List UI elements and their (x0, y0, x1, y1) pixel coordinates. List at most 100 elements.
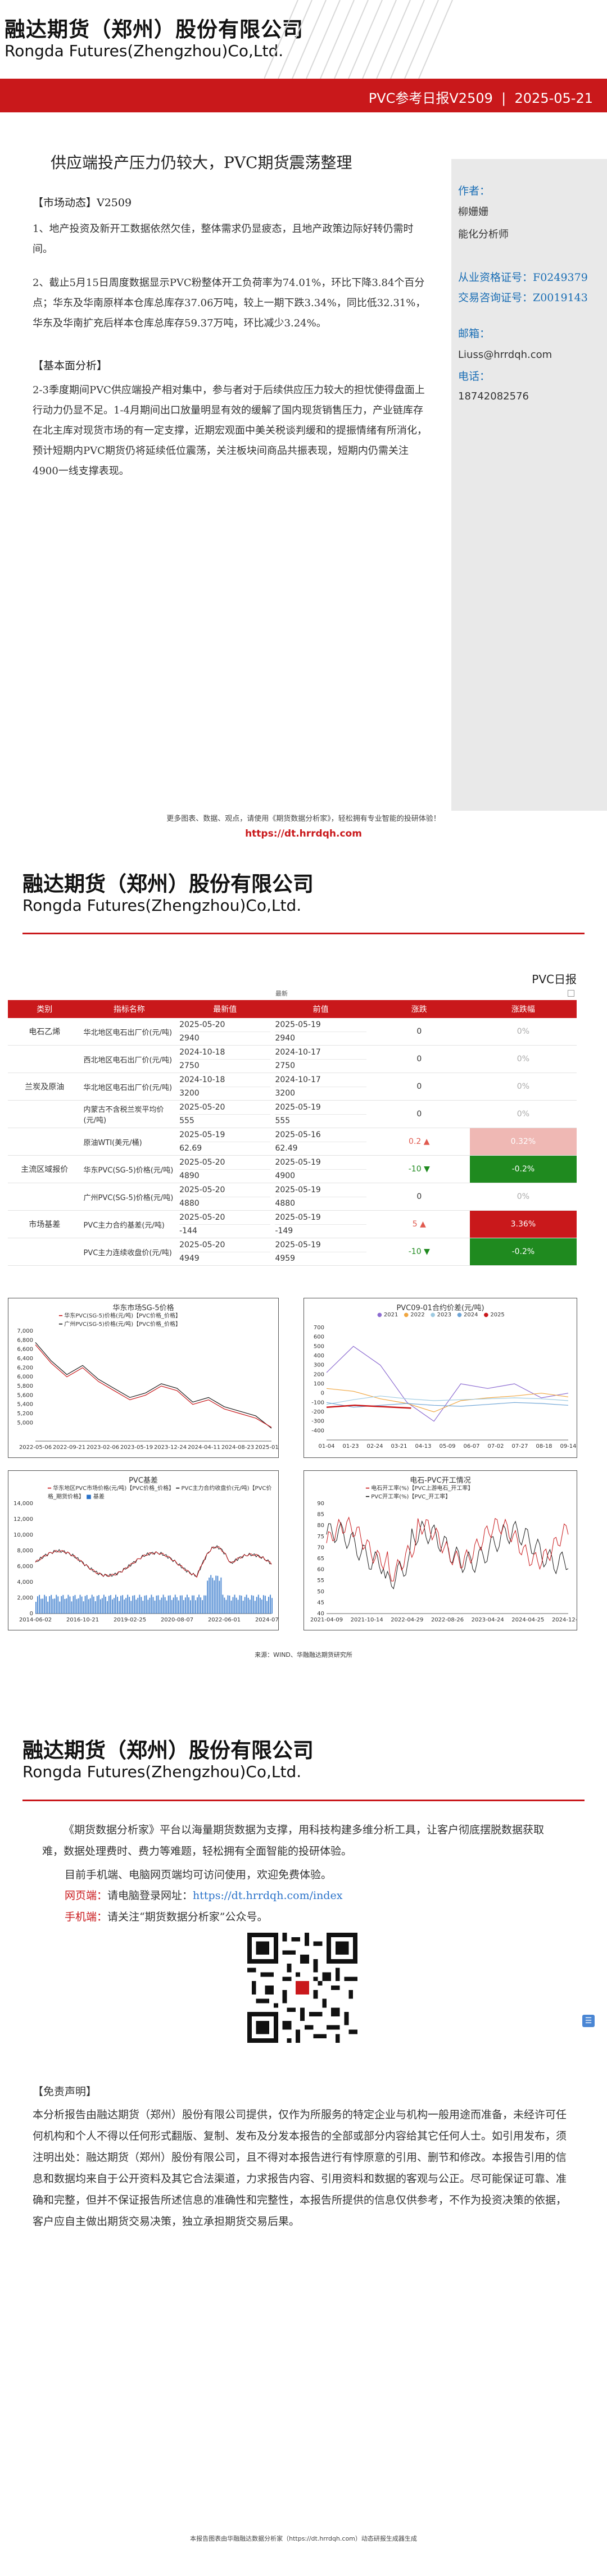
row-prev: 2025-05-19 4900 (273, 1155, 369, 1183)
mobile-access-row: 手机端：请关注“期货数据分析家”公众号。 (65, 1906, 268, 1928)
chart-3-legend: ━ 华东地区PVC市场价格(元/吨)【PVC价格_价格】 ━ PVC主力合约收盘… (48, 1485, 272, 1500)
chart-3-basis-bar (89, 1598, 91, 1614)
chart-3-basis-bar (94, 1601, 96, 1614)
chart-4-legend: ━ 电石开工率(%)【PVC上游电石_开工率】 ━ PVC开工率(%)【PVC_… (366, 1483, 473, 1500)
row-indicator-name: PVC主力合约基差(元/吨) (81, 1210, 178, 1238)
chart-4-y-tick: 85 (317, 1512, 324, 1518)
chart-3-basis-bar (181, 1595, 183, 1614)
chart-4-title: 电石-PVC开工情况 (410, 1476, 471, 1485)
chart-3-basis-bar (195, 1600, 197, 1614)
chart-3-basis-bar (93, 1596, 94, 1614)
row-latest: 2024-10-18 3200 (177, 1073, 273, 1101)
expand-icon[interactable] (568, 990, 574, 997)
email-value[interactable]: Liuss@hrrdqh.com (458, 349, 552, 361)
chart-3-basis-bar (86, 1594, 88, 1614)
author-name: 柳姗姗 (458, 206, 488, 218)
chart-3-basis-bar (129, 1597, 130, 1614)
chart-3-basis-bar (110, 1595, 111, 1614)
chart-4-x-tick: 2024-12-04 (552, 1617, 577, 1623)
chart-3-y-tick: 10,000 (13, 1532, 33, 1538)
chart-1-series-1-line (35, 1344, 272, 1428)
chart-3-basis-bar (215, 1575, 217, 1614)
row-latest-date: 2024-10-18 (179, 1046, 271, 1060)
row-latest: 2025-05-20 4890 (177, 1155, 273, 1183)
chart-3-basis-bar (222, 1594, 224, 1614)
mobile-text: 请关注“期货数据分析家”公众号。 (107, 1911, 268, 1923)
side-float-icon[interactable]: ☰ (582, 2015, 595, 2027)
row-latest-value: 4880 (179, 1198, 200, 1208)
web-access-row: 网页端：请电脑登录网址：https://dt.hrrdqh.com/index (65, 1885, 342, 1906)
legend-dot-icon: ● (404, 1312, 411, 1318)
chart-2-legend-item: ● 2021 (377, 1312, 398, 1318)
chart-3-basis-bar (35, 1602, 37, 1614)
chart-3-basis-bar (88, 1599, 89, 1614)
legend-dot-icon: ● (483, 1312, 491, 1318)
chart-2-y-tick: 700 (314, 1325, 324, 1331)
chart-3-basis-bar (56, 1594, 57, 1614)
chart-3-basis-bar (42, 1598, 44, 1614)
row-latest-date: 2025-05-20 (179, 1211, 271, 1225)
chart-3-basis-bar (39, 1594, 40, 1614)
chart-1-x-tick: 2023-02-06 (87, 1444, 119, 1451)
chart-3-basis-bar (83, 1601, 84, 1614)
row-latest-date: 2025-05-20 (179, 1239, 271, 1252)
row-latest: 2025-05-20 2940 (177, 1018, 273, 1046)
chart-1-y-tick: 5,400 (17, 1402, 33, 1408)
chart-3-basis-bar (124, 1599, 125, 1614)
chart-1-legend-1: ━ 华东PVC(SG-5)价格(元/吨)【PVC价格_价格】 (59, 1313, 181, 1319)
chart-2-y-tick: 300 (314, 1362, 324, 1369)
chart-2-y-tick: 400 (314, 1353, 324, 1359)
chart-3-basis-bar (198, 1594, 200, 1614)
chart-3-basis-bar (169, 1595, 171, 1614)
report-date: 2025-05-21 (514, 90, 593, 106)
row-latest: 2025-05-19 62.69 (177, 1128, 273, 1156)
chart-4-y-tick: 70 (317, 1544, 324, 1551)
chart-2-legend-label: 2025 (490, 1312, 505, 1318)
chart-1-y-tick: 5,000 (17, 1420, 33, 1426)
col-prev: 前值 (273, 1000, 369, 1018)
chart-2-legend-label: 2022 (410, 1312, 425, 1318)
row-change: 0 (368, 1045, 470, 1073)
chart-3-basis-bar (146, 1595, 147, 1614)
chart-3-basis-bar (159, 1600, 161, 1614)
chart-3-basis-bar (54, 1598, 56, 1614)
chart-1-legend: ━ 华东PVC(SG-5)价格(元/吨)【PVC价格_价格】 ━ 广州PVC(S… (59, 1311, 181, 1328)
chart-3-basis-bar (71, 1601, 73, 1614)
row-prev-date: 2025-05-19 (275, 1019, 366, 1032)
chart-4-x-tick: 2021-10-14 (351, 1617, 383, 1623)
row-latest-date: 2025-05-20 (179, 1156, 271, 1170)
web-url-link[interactable]: https://dt.hrrdqh.com/index (193, 1889, 343, 1902)
row-indicator-name: PVC主力连续收盘价(元/吨) (81, 1238, 178, 1266)
chart-3-basis-bar (242, 1601, 244, 1614)
chart-3-basis-bar (257, 1594, 259, 1614)
row-category (8, 1045, 81, 1073)
bottom-note: 本报告图表由华融融达数据分析家（https://dt.hrrdqh.com）动态… (190, 2535, 417, 2542)
page3-company-en: Rongda Futures(Zhengzhou)Co,Ltd. (22, 1762, 302, 1781)
chart-3-basis-bar (130, 1601, 132, 1614)
chart-spread: PVC09-01合约价差(元/吨) ● 2021 ● 2022 ● 2023 ● 20… (304, 1298, 577, 1458)
chart-2-series-line (326, 1346, 569, 1422)
chart-3-basis-bar (210, 1575, 212, 1614)
data-source: 来源：WIND、华融融达期货研究所 (255, 1651, 352, 1659)
row-prev-date: 2025-05-19 (275, 1211, 366, 1225)
row-category (8, 1238, 81, 1266)
chart-2-x-tick: 03-21 (391, 1443, 407, 1450)
chart-3-basis-bar (209, 1577, 210, 1614)
row-latest-date: 2025-05-20 (179, 1101, 271, 1115)
chart-1-x-tick: 2022-09-21 (53, 1444, 85, 1451)
chart-3-basis-bar (234, 1594, 235, 1614)
chart-1-x-tick: 2023-12-24 (154, 1444, 187, 1451)
chart-3-basis-bar (117, 1597, 119, 1614)
page2-divider (22, 933, 585, 934)
chart-3-x-tick: 2014-06-02 (19, 1617, 52, 1623)
row-pct: 0% (469, 1073, 577, 1101)
chart-3-basis-bar (156, 1595, 157, 1614)
footer-link[interactable]: https://dt.hrrdqh.com (245, 828, 362, 839)
row-change-value: -10 (408, 1247, 422, 1256)
chart-2-x-tick: 07-27 (511, 1443, 528, 1450)
chart-3-basis-bar (244, 1597, 246, 1614)
arrow-up-icon: ▲ (417, 1220, 426, 1229)
chart-3-basis-bar (91, 1594, 93, 1614)
chart-3-basis-bar (120, 1596, 122, 1614)
chart-3-basis-bar (147, 1600, 149, 1614)
